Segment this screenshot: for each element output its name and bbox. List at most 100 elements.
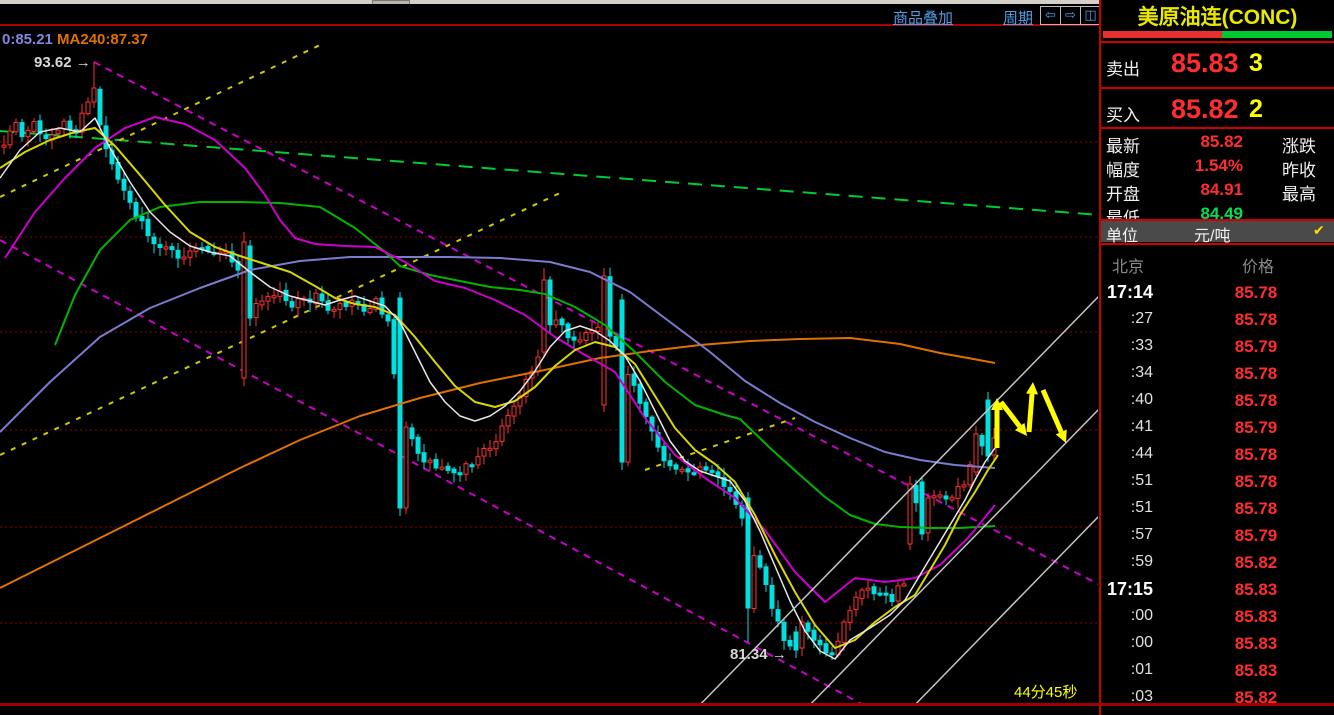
tick-price: 85.79: [1234, 337, 1278, 356]
tick-price: 85.78: [1234, 310, 1278, 329]
row-separator: [1101, 127, 1334, 129]
info-label-2: 最高: [1282, 185, 1316, 204]
tick-time: :40: [1130, 391, 1153, 408]
period-link[interactable]: 周期: [1003, 10, 1034, 27]
tick-row: :03 85.82: [1101, 684, 1334, 711]
panel-divider: [1099, 0, 1101, 715]
ma240-value-label: MA240:87.37: [57, 31, 148, 48]
tick-time: :27: [1130, 310, 1153, 327]
price-chart[interactable]: 0:85.21 MA240:87.37 93.62 → 81.34 → 44分4…: [0, 0, 1100, 715]
tick-row: 17:14 85.78: [1101, 279, 1334, 306]
unit-label: 单位: [1106, 228, 1139, 245]
tick-price: 85.78: [1234, 472, 1278, 491]
high-price-annotation: 93.62 →: [34, 54, 91, 71]
tick-price: 85.79: [1234, 418, 1278, 437]
tick-header-price: 价格: [1242, 259, 1275, 276]
tick-price: 85.79: [1234, 526, 1278, 545]
tick-header-time: 北京: [1112, 259, 1145, 276]
tick-row: :40 85.78: [1101, 387, 1334, 414]
tick-row: :00 85.83: [1101, 630, 1334, 657]
tick-price: 85.83: [1234, 661, 1278, 680]
candlestick-chart-canvas[interactable]: [0, 0, 1100, 715]
quote-panel: 美原油连(CONC) 卖出 85.83 3 买入 85.82 2 最新 85.82…: [1101, 0, 1334, 707]
tick-price: 85.78: [1234, 364, 1278, 383]
tick-price: 85.83: [1234, 607, 1278, 626]
tick-row: :41 85.79: [1101, 414, 1334, 441]
buy-price: 85.82: [1171, 94, 1239, 124]
window-top-strip: [0, 0, 1334, 4]
info-value: 85.82: [1200, 132, 1243, 151]
right-arrow-glyph: →: [767, 646, 787, 663]
row-separator: [1101, 41, 1334, 43]
row-separator: [1101, 219, 1334, 221]
info-value: 1.54%: [1194, 156, 1243, 175]
tick-time: :51: [1130, 472, 1153, 489]
info-label-2: 昨收: [1282, 161, 1316, 180]
info-value: 84.91: [1200, 180, 1243, 199]
info-label: 幅度: [1106, 161, 1140, 180]
info-label: 开盘: [1106, 185, 1140, 204]
row-separator: [1101, 243, 1334, 245]
tick-time: :41: [1130, 418, 1153, 435]
sell-label: 卖出: [1106, 60, 1140, 79]
tick-time: :44: [1130, 445, 1153, 462]
market-info-row: 最新 85.82 涨跌: [1101, 130, 1334, 156]
overlay-commodity-link[interactable]: 商品叠加: [893, 10, 954, 27]
market-info-row: 开盘 84.91 最高: [1101, 178, 1334, 204]
tick-time: :59: [1130, 553, 1153, 570]
right-arrow-icon[interactable]: ⇨: [1060, 6, 1081, 25]
ma-value-labels: 0:85.21 MA240:87.37: [2, 31, 148, 48]
tick-price: 85.78: [1234, 445, 1278, 464]
tick-time: :03: [1130, 688, 1153, 705]
tick-row: :34 85.78: [1101, 360, 1334, 387]
tick-row: :27 85.78: [1101, 306, 1334, 333]
period-countdown: 44分45秒: [1014, 684, 1078, 701]
buy-label: 买入: [1106, 106, 1140, 125]
tick-row: :00 85.83: [1101, 603, 1334, 630]
info-label: 最新: [1106, 137, 1140, 156]
info-value: 84.49: [1200, 204, 1243, 223]
tick-row: :57 85.79: [1101, 522, 1334, 549]
check-icon: ✔: [1313, 222, 1325, 238]
sell-quote-row[interactable]: 卖出 85.83 3: [1101, 43, 1334, 87]
buy-sell-ratio-bar: [1103, 31, 1332, 38]
tick-price: 85.78: [1234, 391, 1278, 410]
tick-row: :51 85.78: [1101, 495, 1334, 522]
tick-time: :00: [1130, 634, 1153, 651]
low-price-annotation: 81.34 →: [730, 646, 787, 663]
right-arrow-glyph: →: [71, 54, 91, 71]
tick-time: :01: [1130, 661, 1153, 678]
tick-list-header: 北京 价格: [1101, 253, 1334, 276]
chart-toolbar: 商品叠加 周期 ⇦ ⇨ ◫: [0, 4, 1101, 27]
tick-row: :01 85.83: [1101, 657, 1334, 684]
tick-price: 85.82: [1234, 553, 1278, 572]
tick-row: :59 85.82: [1101, 549, 1334, 576]
split-window-icon[interactable]: ◫: [1080, 6, 1101, 25]
tick-price: 85.78: [1234, 283, 1278, 302]
tick-list: 17:14 85.78 :27 85.78 :33 85.79 :34 85.78 :40 85.…: [1101, 279, 1334, 711]
row-separator: [1101, 87, 1334, 89]
tick-time: 17:15: [1106, 579, 1153, 599]
tick-time: :57: [1130, 526, 1153, 543]
tick-price: 85.83: [1234, 580, 1278, 599]
tick-row: :51 85.78: [1101, 468, 1334, 495]
market-info-row: 幅度 1.54% 昨收: [1101, 154, 1334, 180]
tick-price: 85.82: [1234, 688, 1278, 707]
sell-volume: 3: [1249, 49, 1263, 77]
buy-ratio-segment: [1222, 31, 1332, 38]
tick-time: :33: [1130, 337, 1153, 354]
info-label-2: 涨跌: [1282, 137, 1316, 156]
chart-bottom-border: [0, 703, 1334, 706]
tick-row: :44 85.78: [1101, 441, 1334, 468]
instrument-title: 美原油连(CONC): [1137, 6, 1298, 29]
tick-time: 17:14: [1106, 282, 1153, 302]
tick-row: 17:15 85.83: [1101, 576, 1334, 603]
tick-price: 85.83: [1234, 634, 1278, 653]
sell-price: 85.83: [1171, 48, 1239, 78]
buy-quote-row[interactable]: 买入 85.82 2: [1101, 89, 1334, 133]
sell-ratio-segment: [1103, 31, 1223, 38]
unit-row[interactable]: 单位 元/吨 ✔: [1101, 221, 1334, 245]
tick-time: :00: [1130, 607, 1153, 624]
left-arrow-icon[interactable]: ⇦: [1040, 6, 1061, 25]
